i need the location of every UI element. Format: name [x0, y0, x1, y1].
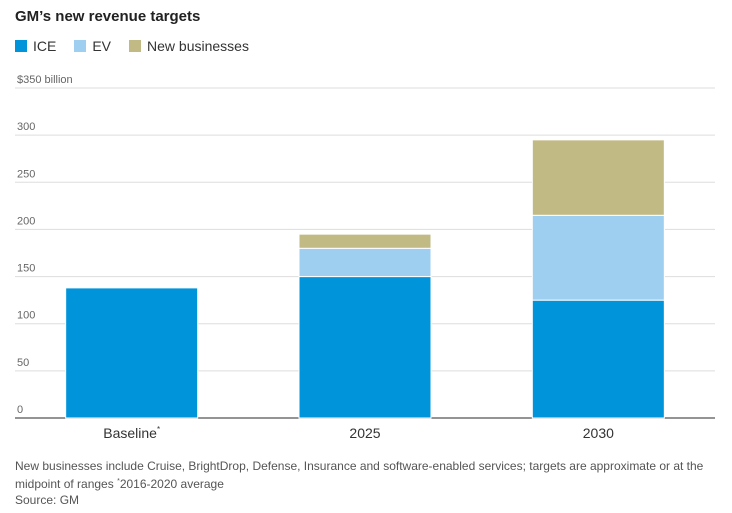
stacked-bar-chart: 0 50 100 150 200 250 300 $350 billion Baseline* 2… [15, 74, 715, 441]
y-tick-label: 300 [17, 121, 35, 133]
footnote-text: New businesses include Cruise, BrightDro… [15, 459, 704, 491]
bar-segment-new-businesses [531, 139, 665, 216]
chart-title: GM’s new revenue targets [15, 8, 201, 25]
bar-segment-ice [298, 276, 432, 419]
legend-label-new-businesses: New businesses [147, 38, 249, 54]
bar-segment-ice [531, 299, 665, 419]
bar-segment-ev [298, 247, 432, 278]
x-tick-label: 2025 [349, 425, 380, 441]
legend-item-ice: ICE [15, 38, 56, 54]
x-tick-label: Baseline* [103, 425, 160, 441]
y-tick-label: 150 [17, 263, 35, 275]
y-tick-label: 200 [17, 215, 35, 227]
legend-item-new-businesses: New businesses [129, 38, 249, 54]
legend-swatch-new-businesses [129, 40, 142, 52]
legend-label-ev: EV [92, 38, 112, 54]
legend-label-ice: ICE [33, 38, 57, 54]
footnote: New businesses include Cruise, BrightDro… [15, 458, 715, 492]
y-tick-label: 250 [17, 168, 35, 180]
legend-swatch-ev [74, 40, 87, 52]
legend: ICE EV New businesses [15, 38, 267, 54]
source-note: Source: GM [15, 493, 80, 507]
footnote-note: 2016-2020 average [119, 477, 224, 491]
y-tick-label: 0 [17, 404, 23, 416]
bar-segment-new-businesses [298, 233, 432, 249]
legend-item-ev: EV [74, 38, 111, 54]
x-tick-label: 2030 [583, 425, 614, 441]
x-tick-superscript: * [157, 425, 160, 434]
legend-swatch-ice [15, 40, 27, 52]
bar-segment-ice [65, 287, 199, 419]
bar-segment-ev [531, 214, 665, 301]
y-tick-label: $350 billion [17, 74, 73, 86]
footnote-marker: * [117, 478, 120, 485]
y-tick-label: 50 [17, 357, 29, 369]
y-tick-label: 100 [17, 310, 35, 322]
